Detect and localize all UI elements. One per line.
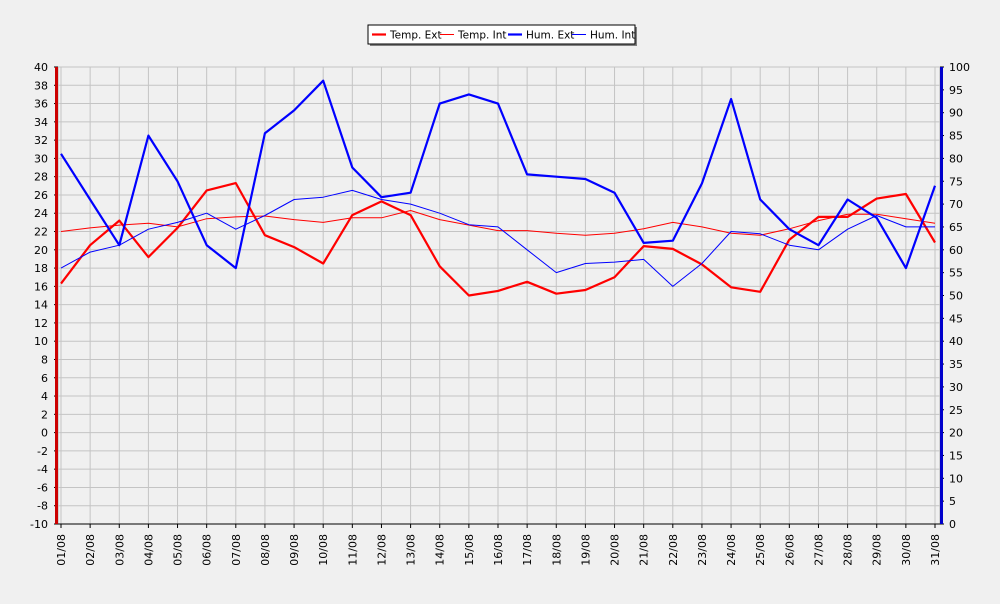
x-axis-tick-label: 23/08 — [696, 534, 709, 566]
left-axis-tick-label: 24 — [34, 207, 48, 220]
right-axis-tick-label: 35 — [949, 358, 963, 371]
x-axis-tick-label: 12/08 — [375, 534, 388, 566]
left-axis-tick-label: 14 — [34, 299, 48, 312]
x-axis-tick-label: 17/08 — [521, 534, 534, 566]
x-axis-tick-label: 27/08 — [812, 534, 825, 566]
plot-background — [57, 66, 941, 525]
left-axis-bar — [55, 67, 58, 524]
left-axis-tick-label: 40 — [34, 61, 48, 74]
legend-label-hum-ext: Hum. Ext — [526, 30, 574, 42]
right-axis-tick-label: 75 — [949, 175, 963, 188]
legend-label-temp-int: Temp. Int — [457, 30, 507, 42]
x-axis-tick-label: 26/08 — [783, 534, 796, 566]
right-axis-tick-label: 5 — [949, 495, 956, 508]
x-axis-tick-label: 24/08 — [725, 534, 738, 566]
x-axis-tick-label: 20/08 — [609, 534, 622, 566]
x-axis-tick-label: 11/08 — [346, 534, 359, 566]
right-axis-tick-label: 100 — [949, 61, 970, 74]
left-axis-tick-label: -10 — [30, 518, 48, 531]
left-axis-tick-label: 0 — [41, 427, 48, 440]
left-axis-tick-label: 16 — [34, 280, 48, 293]
left-axis-tick-label: 34 — [34, 116, 48, 129]
left-axis-tick-label: 6 — [41, 372, 48, 385]
x-axis-tick-label: 04/08 — [142, 534, 155, 566]
legend-label-temp-ext: Temp. Ext — [389, 30, 442, 42]
left-axis-tick-label: 20 — [34, 244, 48, 257]
x-axis-tick-label: 02/08 — [84, 534, 97, 566]
left-axis-tick-label: 32 — [34, 134, 48, 147]
left-axis-tick-label: 8 — [41, 353, 48, 366]
x-axis-tick-label: 13/08 — [405, 534, 418, 566]
left-axis-tick-label: 4 — [41, 390, 48, 403]
right-axis-tick-label: 10 — [949, 472, 963, 485]
right-axis-tick-label: 45 — [949, 312, 963, 325]
x-axis-tick-label: 22/08 — [667, 534, 680, 566]
right-axis-tick-label: 60 — [949, 244, 963, 257]
right-axis-tick-label: 0 — [949, 518, 956, 531]
left-axis-tick-label: -4 — [37, 463, 48, 476]
x-axis-tick-label: 14/08 — [434, 534, 447, 566]
x-axis-tick-label: 15/08 — [463, 534, 476, 566]
x-axis-tick-label: 30/08 — [900, 534, 913, 566]
left-axis-tick-label: 12 — [34, 317, 48, 330]
x-axis-tick-label: 05/08 — [172, 534, 185, 566]
right-axis-tick-label: 65 — [949, 221, 963, 234]
x-axis-tick-label: 18/08 — [550, 534, 563, 566]
right-axis-tick-label: 95 — [949, 84, 963, 97]
x-axis-tick-label: 10/08 — [317, 534, 330, 566]
right-axis-tick-label: 85 — [949, 130, 963, 143]
left-axis-tick-label: 30 — [34, 152, 48, 165]
legend: Temp. Ext Temp. Int Hum. Ext Hum. Int — [367, 24, 637, 46]
series-line-hum-ext — [60, 79, 937, 270]
left-axis-tick-label: 36 — [34, 98, 48, 111]
right-axis-tick-label: 20 — [949, 427, 963, 440]
left-axis-tick-label: 2 — [41, 408, 48, 421]
left-axis-tick-label: 18 — [34, 262, 48, 275]
left-axis-tick-label: -2 — [37, 445, 48, 458]
legend-box — [367, 24, 636, 45]
x-axis-tick-label: 29/08 — [871, 534, 884, 566]
series-line-temp-ext — [60, 182, 936, 297]
right-axis-tick-label: 25 — [949, 404, 963, 417]
x-axis-tick-label: 16/08 — [492, 534, 505, 566]
series-line-hum-int — [60, 189, 935, 287]
left-axis-tick-label: 28 — [34, 171, 48, 184]
x-axis-tick-label: 28/08 — [842, 534, 855, 566]
right-axis-tick-label: 50 — [949, 290, 963, 303]
right-axis-tick-label: 40 — [949, 335, 963, 348]
left-axis-tick-label: 38 — [34, 79, 48, 92]
right-axis-tick-label: 30 — [949, 381, 963, 394]
x-axis-tick-label: 07/08 — [230, 534, 243, 566]
x-axis-tick-label: 19/08 — [579, 534, 592, 566]
x-axis-tick-label: 03/08 — [113, 534, 126, 566]
left-axis-tick-label: 26 — [34, 189, 48, 202]
right-axis-bar — [940, 67, 943, 524]
x-axis-tick-label: 25/08 — [754, 534, 767, 566]
left-axis-tick-label: -6 — [37, 481, 48, 494]
legend-label-hum-int: Hum. Int — [590, 30, 635, 42]
left-axis-tick-label: 22 — [34, 226, 48, 239]
left-axis-tick-label: -8 — [37, 500, 48, 513]
right-axis-tick-label: 70 — [949, 198, 963, 211]
right-axis-tick-label: 15 — [949, 449, 963, 462]
right-axis-tick-label: 55 — [949, 267, 963, 280]
x-axis-tick-label: 09/08 — [288, 534, 301, 566]
x-axis-tick-label: 08/08 — [259, 534, 272, 566]
x-axis-tick-label: 21/08 — [638, 534, 651, 566]
plot-area: -10-8-6-4-202468101214161820222426283032… — [30, 61, 970, 566]
left-axis-tick-label: 10 — [34, 335, 48, 348]
x-axis-tick-label: 31/08 — [929, 534, 942, 566]
x-axis-tick-label: 06/08 — [201, 534, 214, 566]
right-axis-tick-label: 90 — [949, 107, 963, 120]
x-axis-tick-label: 01/08 — [55, 534, 68, 566]
right-axis-tick-label: 80 — [949, 152, 963, 165]
